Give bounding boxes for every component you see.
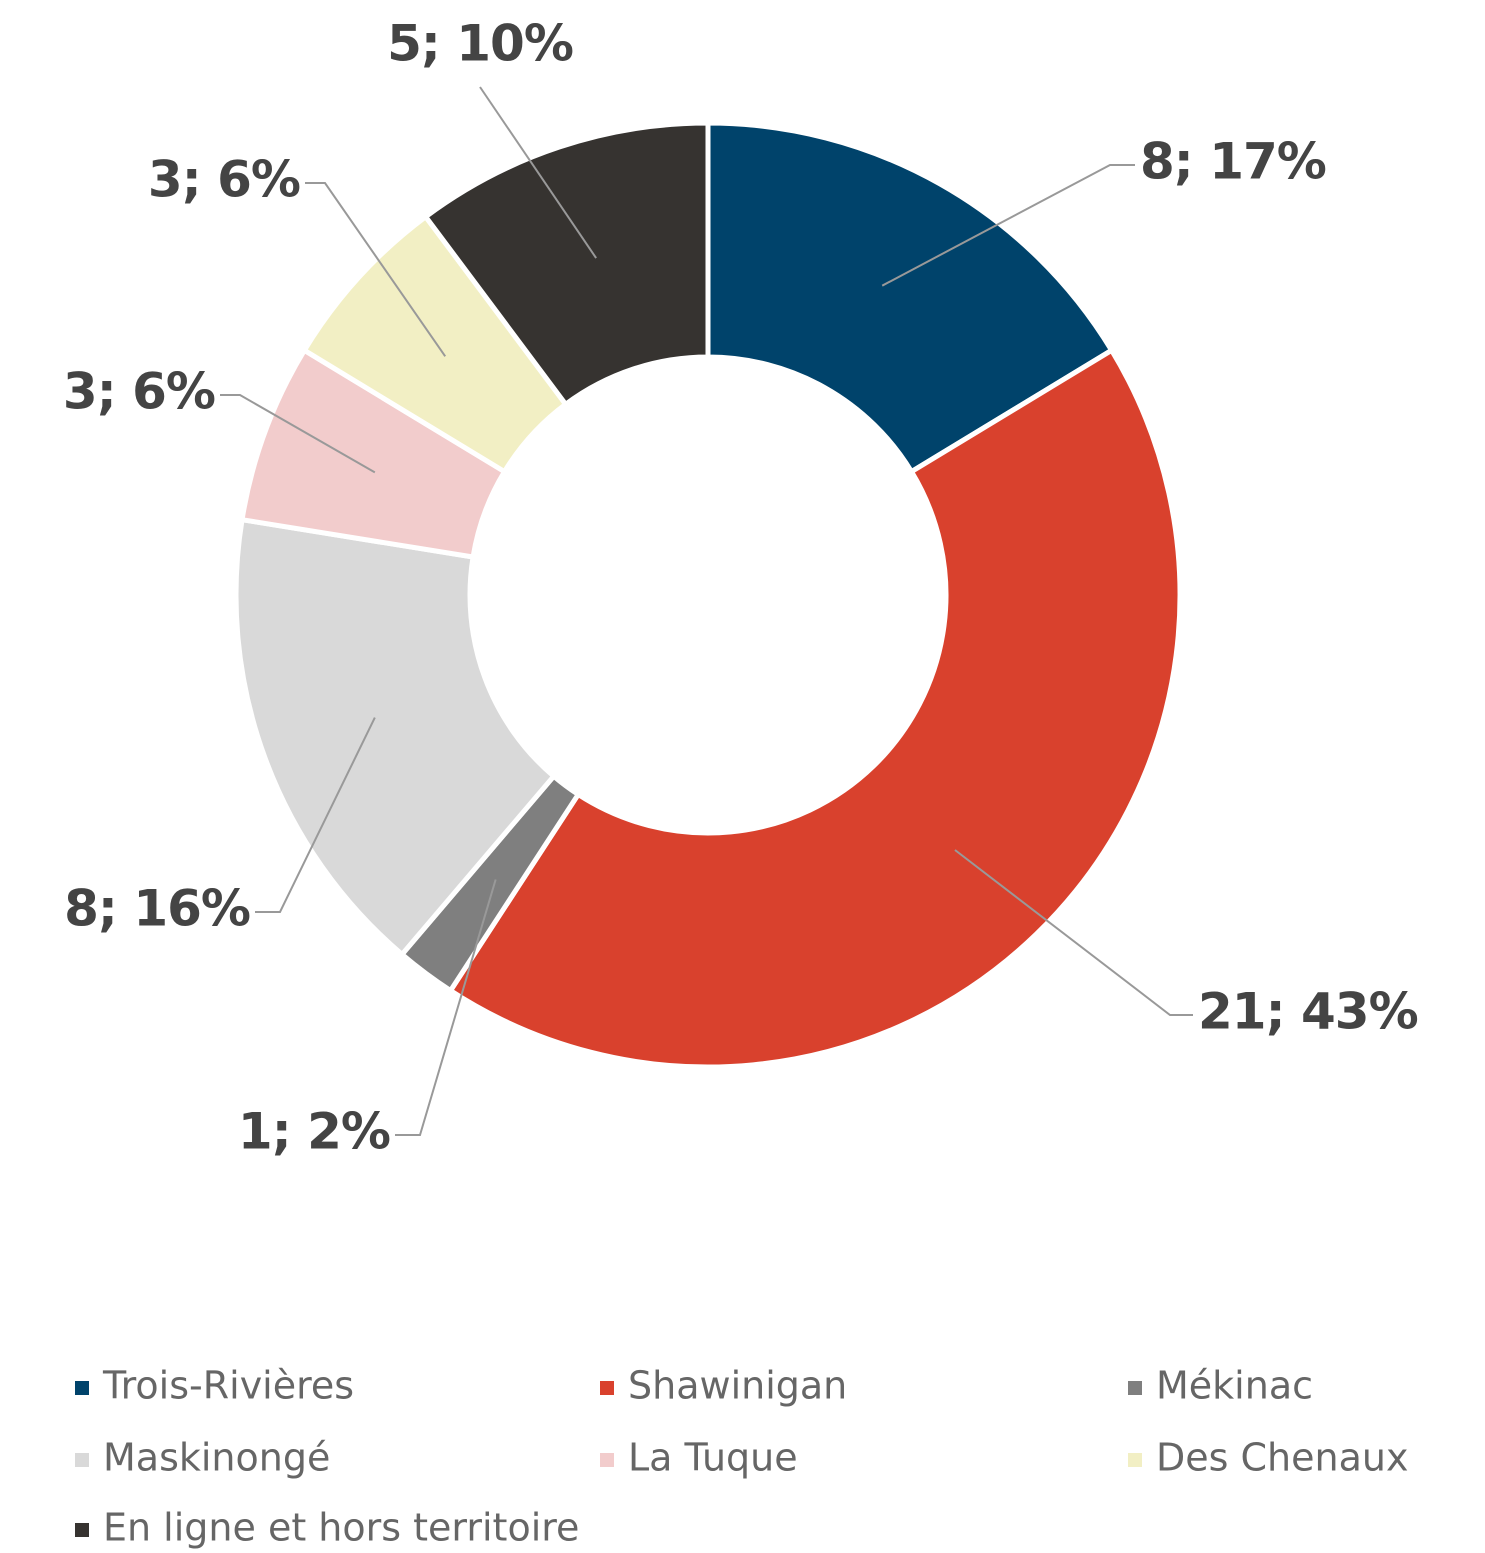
legend-label: Maskinongé <box>103 1436 330 1480</box>
value-label: 1; 2% <box>238 1103 390 1161</box>
leader-line <box>954 849 1193 1016</box>
leader-line <box>881 164 1135 287</box>
slice <box>447 346 1183 1070</box>
value-label: 8; 16% <box>64 880 250 938</box>
legend-swatch <box>1128 1453 1142 1467</box>
value-label: 3; 6% <box>63 363 215 421</box>
value-label: 5; 10% <box>387 15 573 73</box>
legend-swatch <box>600 1381 614 1395</box>
value-label: 8; 17% <box>1140 133 1326 191</box>
slice <box>705 120 1116 476</box>
legend-label: En ligne et hors territoire <box>103 1506 579 1550</box>
legend-swatch <box>75 1523 89 1537</box>
legend-label: Trois-Rivières <box>102 1364 354 1408</box>
value-label: 3; 6% <box>148 151 300 209</box>
value-label: 21; 43% <box>1198 983 1418 1041</box>
legend-label: Shawinigan <box>628 1364 847 1408</box>
leader-line <box>479 86 597 259</box>
leader-line <box>305 182 447 357</box>
legend-label: Mékinac <box>1156 1364 1313 1408</box>
legend-label: Des Chenaux <box>1156 1436 1408 1480</box>
legend-label: La Tuque <box>628 1436 798 1480</box>
legend-swatch <box>75 1381 89 1395</box>
legend-swatch <box>75 1453 89 1467</box>
slice <box>233 516 558 958</box>
legend-swatch <box>600 1453 614 1467</box>
leader-line <box>220 394 376 474</box>
leader-line <box>255 717 376 913</box>
slice <box>422 120 711 408</box>
legend-swatch <box>1128 1381 1142 1395</box>
leader-line <box>395 879 497 1136</box>
